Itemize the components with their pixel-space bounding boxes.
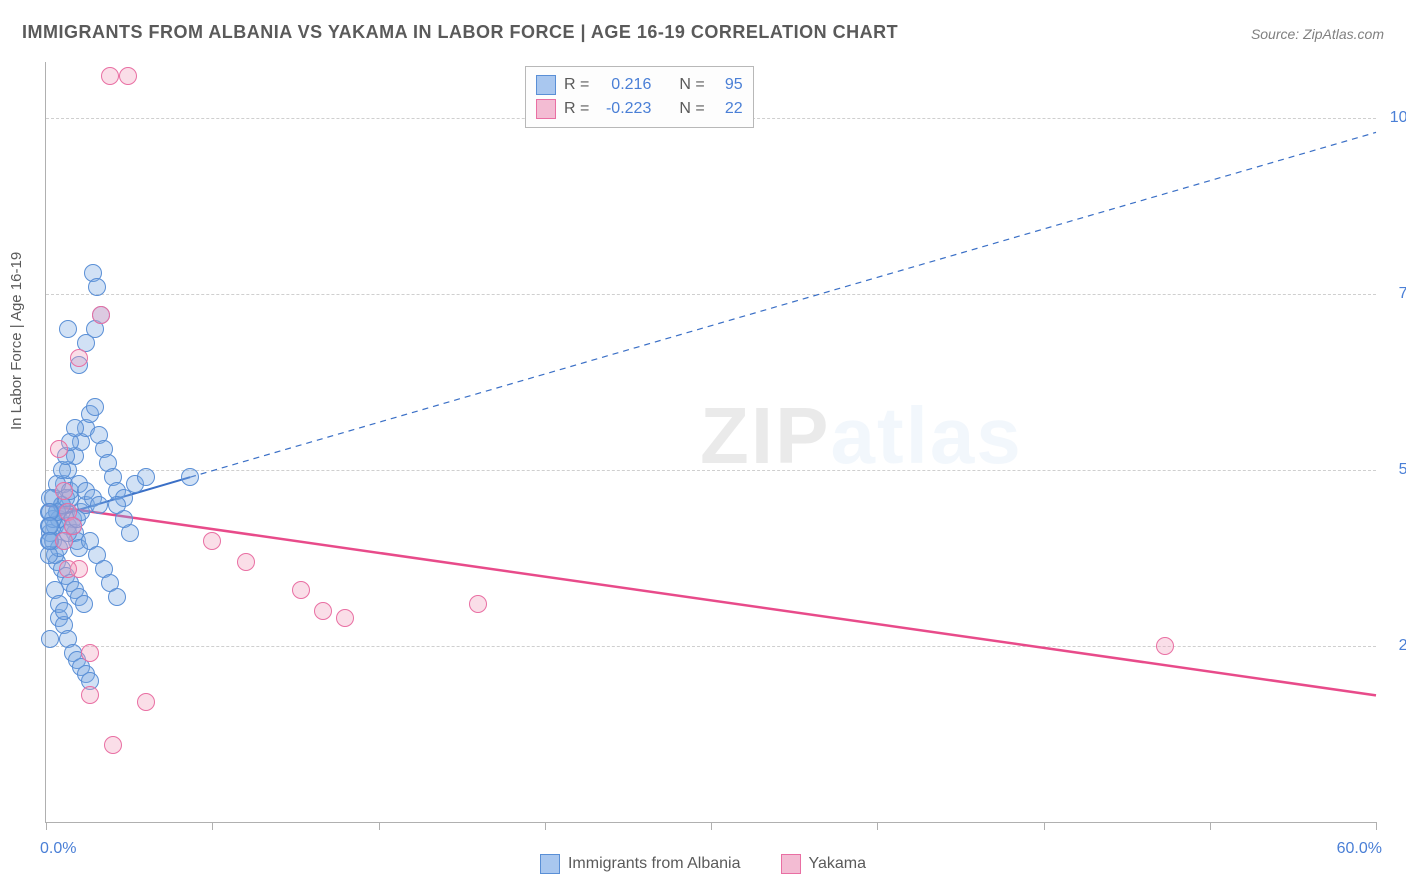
scatter-point: [55, 482, 73, 500]
y-tick-label: 25.0%: [1384, 637, 1406, 655]
y-axis-title: In Labor Force | Age 16-19: [8, 252, 25, 430]
chart-title: IMMIGRANTS FROM ALBANIA VS YAKAMA IN LAB…: [22, 22, 898, 43]
x-tick: [1210, 822, 1211, 830]
legend-item: Yakama: [781, 854, 867, 874]
bottom-legend: Immigrants from Albania Yakama: [0, 854, 1406, 874]
legend-swatch: [536, 99, 556, 119]
scatter-point: [108, 496, 126, 514]
stats-n-label: N =: [679, 73, 704, 97]
stats-r-value: 0.216: [597, 73, 651, 97]
scatter-point: [119, 67, 137, 85]
scatter-point: [86, 398, 104, 416]
x-tick: [1044, 822, 1045, 830]
stats-n-value: 95: [713, 73, 743, 97]
scatter-point: [181, 468, 199, 486]
x-tick: [379, 822, 380, 830]
stats-legend-box: R = 0.216 N = 95 R = -0.223 N = 22: [525, 66, 754, 128]
scatter-point: [88, 278, 106, 296]
scatter-point: [90, 496, 108, 514]
stats-n-label: N =: [679, 97, 704, 121]
scatter-point: [292, 581, 310, 599]
scatter-point: [101, 67, 119, 85]
x-tick: [545, 822, 546, 830]
legend-label: Yakama: [809, 855, 867, 873]
scatter-point: [1156, 637, 1174, 655]
scatter-point: [336, 609, 354, 627]
scatter-point: [55, 602, 73, 620]
legend-swatch: [781, 854, 801, 874]
stats-row: R = 0.216 N = 95: [536, 73, 743, 97]
trend-lines: [46, 62, 1376, 822]
x-tick: [711, 822, 712, 830]
scatter-point: [70, 349, 88, 367]
scatter-point: [92, 306, 110, 324]
scatter-point: [469, 595, 487, 613]
scatter-point: [66, 419, 84, 437]
stats-r-label: R =: [564, 73, 589, 97]
stats-r-value: -0.223: [597, 97, 651, 121]
scatter-point: [41, 630, 59, 648]
scatter-point: [59, 560, 77, 578]
scatter-point: [108, 588, 126, 606]
y-tick-label: 75.0%: [1384, 285, 1406, 303]
legend-swatch: [536, 75, 556, 95]
scatter-point: [55, 532, 73, 550]
source-label: Source: ZipAtlas.com: [1251, 26, 1384, 42]
scatter-point: [137, 468, 155, 486]
scatter-point: [314, 602, 332, 620]
scatter-point: [75, 595, 93, 613]
x-tick: [46, 822, 47, 830]
plot-area: 25.0%50.0%75.0%100.0%0.0%60.0%: [45, 62, 1376, 823]
scatter-point: [237, 553, 255, 571]
scatter-point: [50, 440, 68, 458]
stats-n-value: 22: [713, 97, 743, 121]
stats-row: R = -0.223 N = 22: [536, 97, 743, 121]
stats-r-label: R =: [564, 97, 589, 121]
x-tick: [212, 822, 213, 830]
x-tick: [877, 822, 878, 830]
y-tick-label: 50.0%: [1384, 461, 1406, 479]
scatter-point: [137, 693, 155, 711]
scatter-point: [104, 736, 122, 754]
legend-item: Immigrants from Albania: [540, 854, 741, 874]
x-tick: [1376, 822, 1377, 830]
scatter-point: [81, 686, 99, 704]
legend-swatch: [540, 854, 560, 874]
scatter-point: [81, 644, 99, 662]
legend-label: Immigrants from Albania: [568, 855, 741, 873]
scatter-point: [59, 320, 77, 338]
y-tick-label: 100.0%: [1384, 109, 1406, 127]
scatter-point: [203, 532, 221, 550]
